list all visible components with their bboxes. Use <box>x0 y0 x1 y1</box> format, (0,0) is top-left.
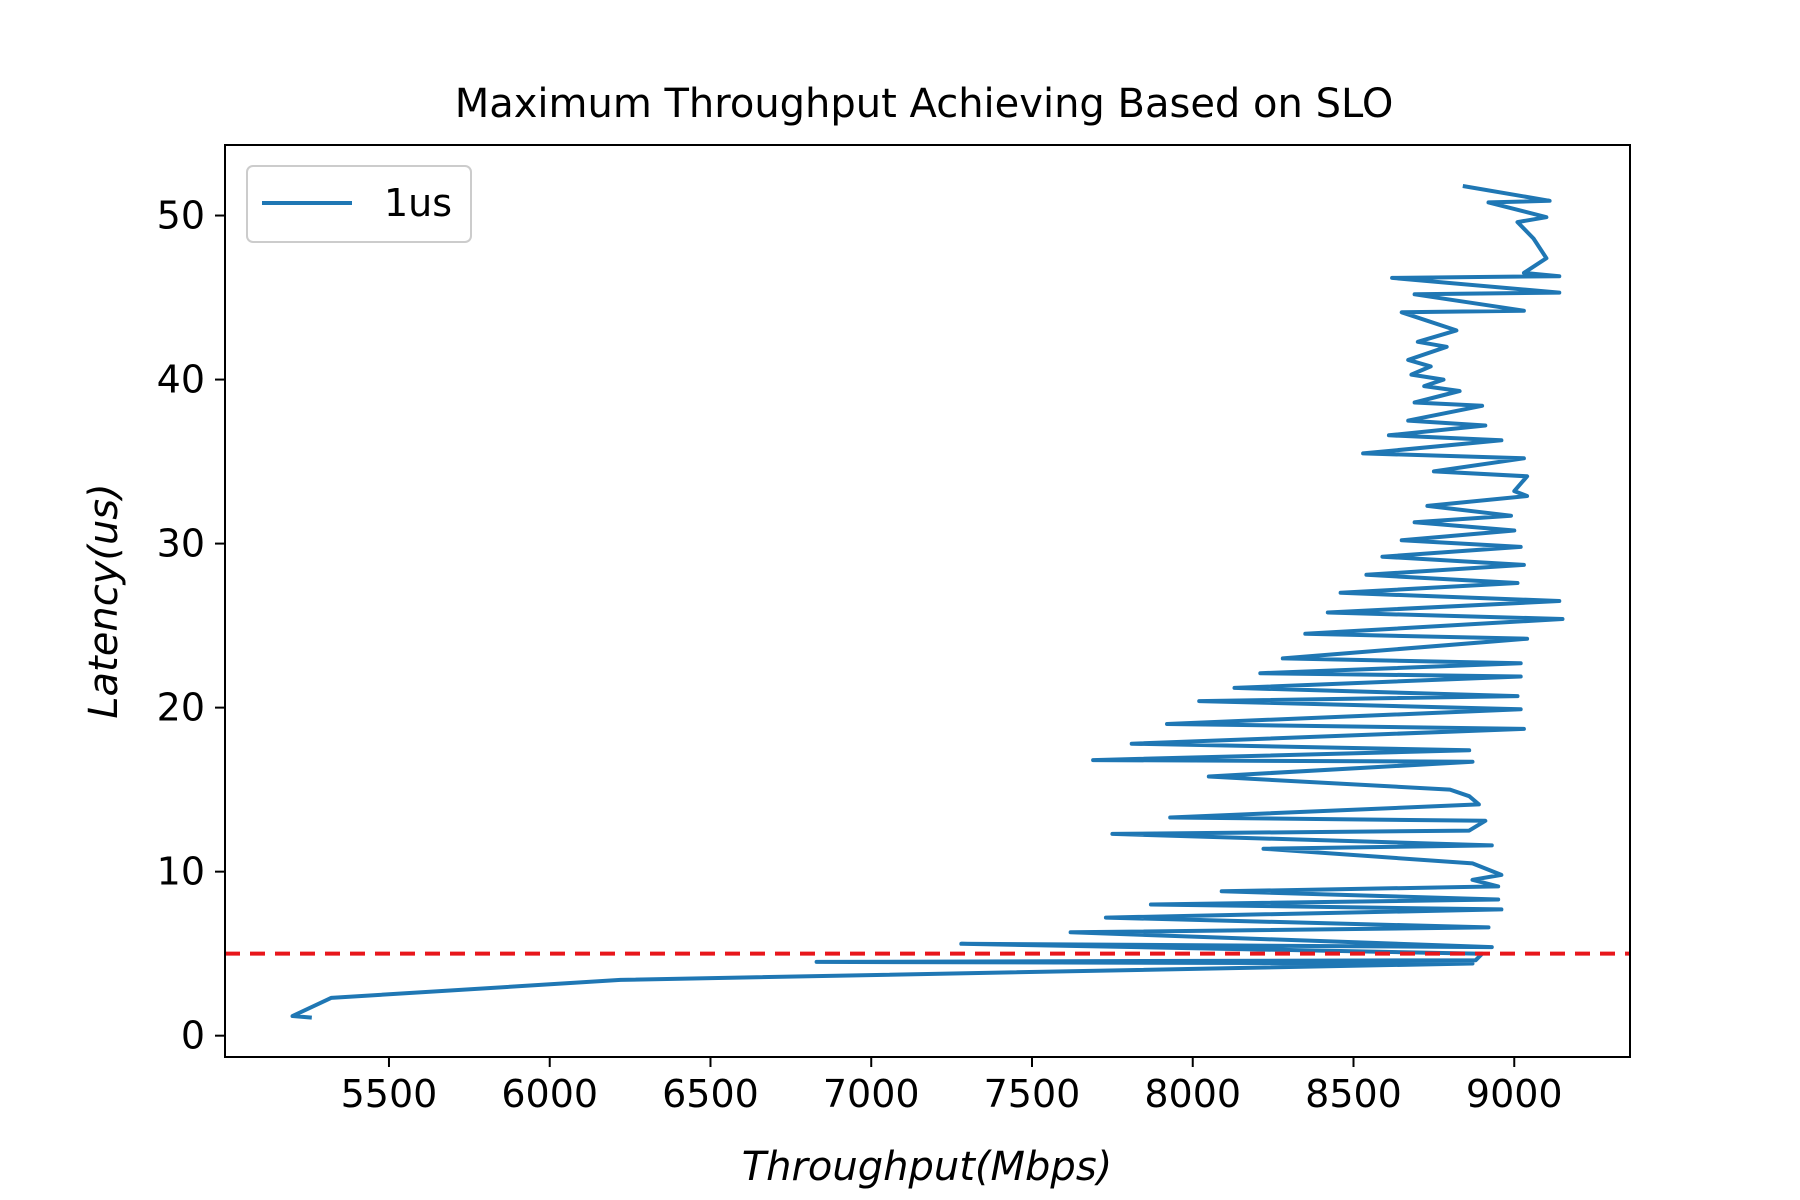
x-tick-label: 7500 <box>984 1072 1081 1116</box>
y-tick-label: 40 <box>157 358 205 402</box>
x-tick-label: 7000 <box>823 1072 920 1116</box>
data-layer <box>225 184 1630 1020</box>
legend-label-1us: 1us <box>384 181 452 225</box>
x-tick-label: 6500 <box>662 1072 759 1116</box>
x-axis-label: Throughput(Mbps) <box>742 1144 1113 1190</box>
y-tick-label: 30 <box>157 522 205 566</box>
series-line-1us <box>290 184 1565 1020</box>
x-tick-label: 6000 <box>501 1072 598 1116</box>
y-tick-label: 20 <box>157 686 205 730</box>
y-axis-label: Latency(us) <box>81 483 127 719</box>
tick-layer: 5500 6000 6500 7000 7500 8000 8500 9000 0 10 20 30 4… <box>157 194 1563 1116</box>
x-tick-label: 5500 <box>341 1072 438 1116</box>
x-tick-label: 9000 <box>1466 1072 1563 1116</box>
x-tick-label: 8500 <box>1305 1072 1402 1116</box>
y-tick-label: 0 <box>181 1014 205 1058</box>
chart-title: Maximum Throughput Achieving Based on SL… <box>455 81 1394 127</box>
plot-area <box>225 145 1630 1057</box>
x-tick-label: 8000 <box>1144 1072 1241 1116</box>
y-tick-label: 50 <box>157 194 205 238</box>
series-group <box>225 184 1630 1020</box>
legend: 1us <box>246 165 472 243</box>
legend-box <box>246 165 472 243</box>
plot-frame <box>224 144 1631 1058</box>
y-tick-label: 10 <box>157 850 205 894</box>
